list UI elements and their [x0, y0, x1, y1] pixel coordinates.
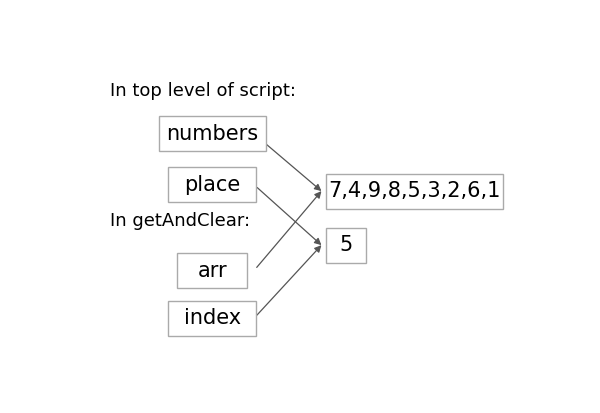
- Text: 7,4,9,8,5,3,2,6,1: 7,4,9,8,5,3,2,6,1: [328, 181, 500, 201]
- FancyBboxPatch shape: [168, 301, 256, 336]
- FancyBboxPatch shape: [178, 253, 247, 288]
- Text: index: index: [184, 308, 241, 328]
- Text: numbers: numbers: [166, 124, 258, 144]
- Text: place: place: [184, 175, 240, 195]
- Text: In top level of script:: In top level of script:: [110, 82, 296, 100]
- Text: 5: 5: [339, 235, 352, 255]
- FancyBboxPatch shape: [326, 228, 365, 263]
- FancyBboxPatch shape: [168, 167, 256, 202]
- FancyBboxPatch shape: [326, 173, 503, 209]
- FancyBboxPatch shape: [158, 116, 266, 151]
- Text: In getAndClear:: In getAndClear:: [110, 212, 250, 230]
- Text: arr: arr: [197, 261, 227, 280]
